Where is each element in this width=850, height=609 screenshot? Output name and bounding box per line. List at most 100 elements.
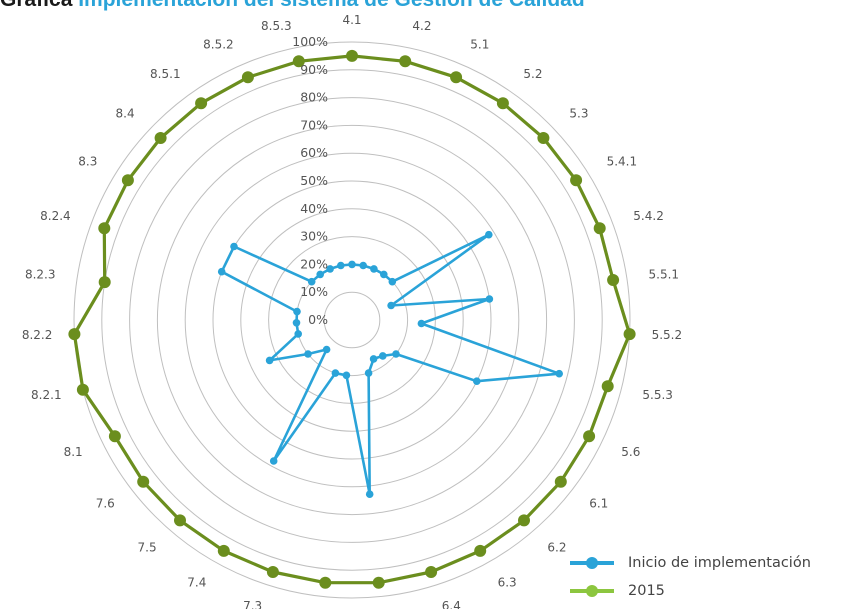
- series-point: [76, 383, 89, 396]
- legend: Inicio de implementación 2015: [570, 549, 811, 605]
- series-point: [292, 319, 301, 327]
- series-point: [450, 71, 463, 84]
- series-point: [346, 49, 358, 62]
- series-point: [230, 242, 238, 251]
- radial-tick-label: 80%: [300, 90, 328, 105]
- series-point: [607, 274, 620, 286]
- series-point: [388, 277, 397, 286]
- category-label: 7.5: [138, 541, 157, 555]
- radial-tick-label: 100%: [292, 34, 328, 49]
- radial-tick-label: 40%: [300, 201, 328, 216]
- category-label: 8.4: [116, 106, 135, 120]
- category-label: 4.1: [342, 13, 361, 27]
- series-point: [601, 380, 614, 393]
- series-point: [217, 267, 226, 276]
- series-point: [387, 301, 395, 310]
- category-label: 6.1: [589, 497, 608, 511]
- series-point: [537, 132, 550, 144]
- series-point: [372, 576, 385, 589]
- series-point: [269, 457, 278, 465]
- series-point: [326, 265, 334, 273]
- series-point: [137, 475, 150, 488]
- category-label: 5.4.1: [607, 154, 638, 168]
- chart-title-accent: Implementación del sistema de Gestión de…: [78, 0, 584, 11]
- radial-tick-label: 30%: [300, 229, 328, 244]
- grid-ring: [101, 69, 603, 571]
- category-label: 7.6: [96, 497, 115, 511]
- series-point: [68, 328, 81, 341]
- legend-item-inicio[interactable]: Inicio de implementación: [570, 549, 811, 577]
- category-label: 8.2.1: [31, 388, 62, 402]
- radial-tick-label: 90%: [300, 62, 328, 77]
- series-point: [365, 490, 374, 499]
- series-point: [425, 566, 438, 578]
- radial-tick-labels: 0% 10% 20% 30% 40% 50% 60% 70% 80% 90% 100%: [292, 34, 328, 327]
- category-label: 8.5.1: [150, 67, 181, 81]
- series-point: [331, 369, 340, 377]
- radial-tick-label: 70%: [300, 117, 328, 132]
- series-point: [98, 276, 111, 289]
- radial-tick-label: 0%: [308, 312, 328, 327]
- series-point: [98, 222, 111, 235]
- series-point: [307, 277, 316, 286]
- series-point: [294, 330, 303, 338]
- category-labels: 4.1 4.2 5.1 5.2 5.3 5.4.1 5.4.2 5.5.1 5.5.2 5.5.3…: [22, 13, 682, 609]
- series-point: [359, 261, 368, 270]
- series-point: [266, 566, 279, 578]
- category-label: 5.5.3: [642, 388, 673, 402]
- legend-swatch-inicio: [570, 556, 614, 570]
- series-point: [322, 345, 331, 354]
- category-label: 8.1: [64, 445, 83, 459]
- category-label: 5.6: [621, 445, 640, 459]
- chart-title-prefix: Gráfica: [0, 0, 72, 11]
- legend-item-2015[interactable]: 2015: [570, 577, 811, 605]
- series-point: [485, 295, 494, 303]
- series-point: [293, 307, 301, 316]
- series-point: [369, 355, 378, 363]
- category-label: 8.5.2: [203, 37, 234, 51]
- radial-tick-label: 60%: [300, 145, 328, 160]
- radar-grid: [73, 41, 631, 599]
- series-point: [474, 544, 487, 557]
- series-point: [485, 230, 493, 239]
- series-point: [417, 319, 426, 328]
- series-point: [342, 371, 351, 380]
- grid-ring: [73, 41, 631, 599]
- series-point: [154, 132, 167, 144]
- category-label: 5.5.2: [652, 328, 683, 342]
- grid-ring: [184, 152, 520, 488]
- category-label: 6.4: [442, 599, 461, 609]
- category-label: 5.3: [569, 106, 588, 120]
- category-label: 8.5.3: [261, 19, 292, 33]
- radial-tick-label: 20%: [300, 256, 328, 271]
- series-point: [570, 174, 583, 187]
- series-point: [496, 97, 509, 110]
- series-point: [174, 514, 186, 527]
- category-label: 7.4: [187, 575, 206, 589]
- series-point: [593, 222, 606, 235]
- radar-series: [68, 49, 636, 589]
- series-point: [217, 544, 230, 557]
- category-label: 5.1: [470, 37, 489, 51]
- grid-ring: [156, 124, 548, 516]
- series-point: [555, 369, 563, 378]
- category-label: 8.2.4: [40, 209, 71, 223]
- grid-ring: [212, 180, 492, 460]
- series-point: [380, 270, 388, 279]
- series-point: [316, 270, 325, 279]
- series-point: [392, 350, 400, 358]
- series-point: [399, 55, 412, 68]
- series-point: [304, 350, 312, 358]
- grid-ring: [129, 97, 575, 543]
- series-point: [319, 576, 332, 589]
- series-line-0: [220, 233, 561, 496]
- series-point: [554, 475, 567, 488]
- series-point: [370, 265, 378, 273]
- category-label: 6.3: [498, 575, 517, 589]
- series-point: [195, 97, 208, 110]
- chart-title: Gráfica Implementación del sistema de Ge…: [0, 0, 850, 12]
- series-point: [583, 430, 596, 443]
- category-label: 5.4.2: [633, 209, 664, 223]
- series-point: [379, 352, 387, 360]
- series-point: [623, 328, 636, 341]
